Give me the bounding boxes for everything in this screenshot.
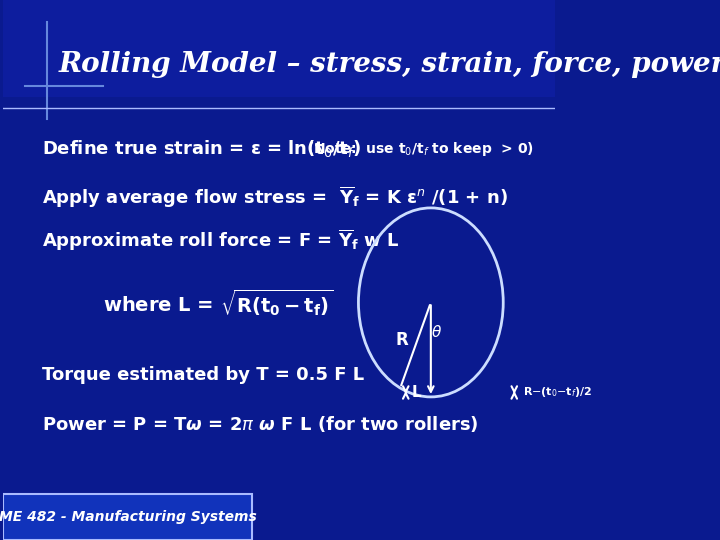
Bar bbox=[4, 494, 251, 540]
Text: ME 482 - Manufacturing Systems: ME 482 - Manufacturing Systems bbox=[0, 510, 256, 524]
Text: R: R bbox=[395, 331, 408, 349]
Text: R$-$(t$_0$$-$t$_f$)/2: R$-$(t$_0$$-$t$_f$)/2 bbox=[523, 386, 592, 400]
Text: Rolling Model – stress, strain, force, power: Rolling Model – stress, strain, force, p… bbox=[58, 51, 720, 78]
Text: Approximate roll force = F = $\mathbf{\overline{Y}_f}$ w L: Approximate roll force = F = $\mathbf{\o… bbox=[42, 227, 400, 253]
Text: Apply average flow stress =  $\mathbf{\overline{Y}_f}$ = K $\boldsymbol{\varepsi: Apply average flow stress = $\mathbf{\ov… bbox=[42, 184, 508, 210]
Text: Define true strain = $\boldsymbol{\varepsilon}$ = ln(t$_0$/t$_f$): Define true strain = $\boldsymbol{\varep… bbox=[42, 138, 361, 159]
Bar bbox=[4, 0, 555, 97]
Text: L: L bbox=[411, 385, 421, 400]
Text: (Note:  use t$_0$/t$_f$ to keep  > 0): (Note: use t$_0$/t$_f$ to keep > 0) bbox=[307, 139, 534, 158]
Text: where L = $\mathbf{\sqrt{R(t_0 - t_f)}}$: where L = $\mathbf{\sqrt{R(t_0 - t_f)}}$ bbox=[103, 287, 333, 318]
Text: Power = P = T$\boldsymbol{\omega}$ = 2$\pi$ $\boldsymbol{\omega}$ F L (for two r: Power = P = T$\boldsymbol{\omega}$ = 2$\… bbox=[42, 414, 479, 434]
Text: Torque estimated by T = 0.5 F L: Torque estimated by T = 0.5 F L bbox=[42, 366, 364, 384]
Text: $\theta$: $\theta$ bbox=[431, 324, 442, 340]
